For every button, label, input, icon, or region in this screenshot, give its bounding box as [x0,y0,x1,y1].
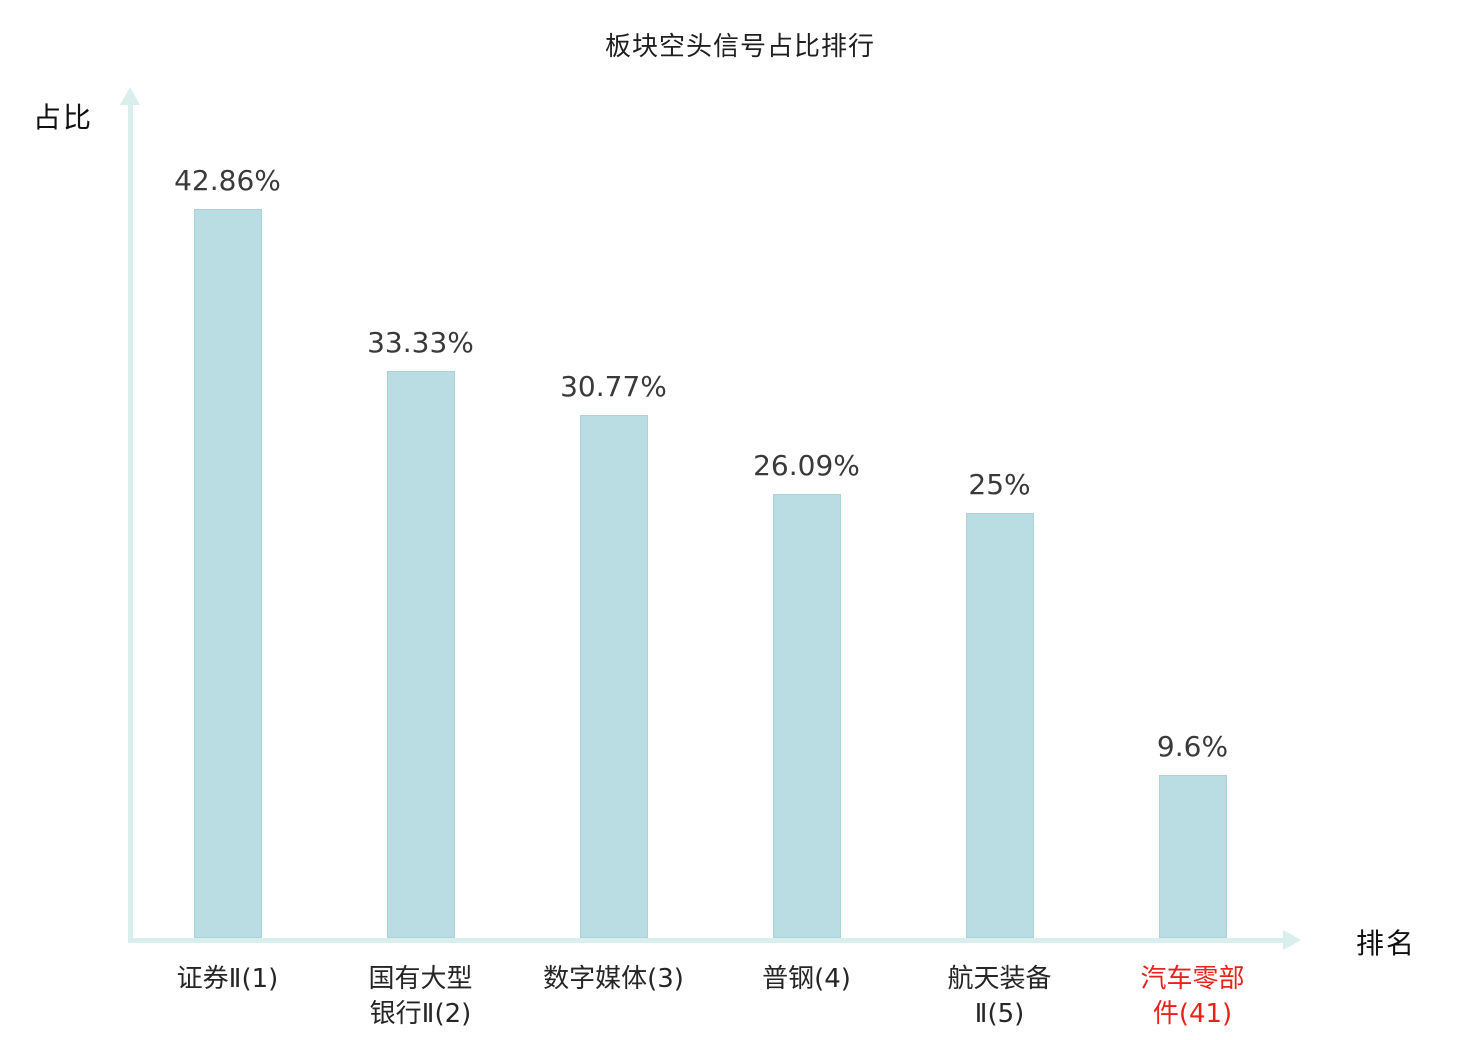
x-axis-label: 排名 [1356,927,1417,960]
bar [965,513,1034,938]
bar-value-label: 30.77% [560,370,667,403]
bar-column: 25% [903,468,1096,938]
bar-value-label: 33.33% [367,326,474,359]
bar-value-label: 26.09% [753,449,860,482]
category-label: 数字媒体(3) [543,964,684,994]
bar-column: 30.77% [517,370,710,938]
x-axis-line [128,938,1286,943]
bar [386,371,455,938]
category-label: 汽车零部 件(41) [1140,964,1245,1030]
category-label: 普钢(4) [762,964,851,994]
category-label: 证券Ⅱ(1) [176,964,279,994]
bar-value-label: 42.86% [174,164,281,197]
bars-area: 42.86% 33.33% 30.77% 26.09% 25% 9.6% [131,0,1289,938]
bar-column: 42.86% [131,164,324,938]
bar [772,494,841,938]
bar-value-label: 25% [968,468,1031,501]
category-label: 国有大型 银行Ⅱ(2) [368,964,473,1030]
chart-title: 板块空头信号占比排行 [604,32,875,62]
x-axis-arrow-icon [1283,930,1301,950]
y-axis-arrow-icon [120,87,140,105]
bar-column: 33.33% [324,326,517,938]
bar-value-label: 9.6% [1156,730,1229,763]
category-labels: 证券Ⅱ(1) 国有大型 银行Ⅱ(2) 数字媒体(3) 普钢(4) 航天装备 Ⅱ(5) 汽车… [131,962,1289,1032]
bar-column: 9.6% [1096,730,1289,938]
y-axis-label: 占比 [33,101,94,134]
bar [1158,775,1227,938]
category-label: 航天装备 Ⅱ(5) [947,964,1052,1030]
y-axis-line [128,104,133,943]
bar [193,209,262,938]
bar [579,415,648,938]
bar-column: 26.09% [710,449,903,938]
